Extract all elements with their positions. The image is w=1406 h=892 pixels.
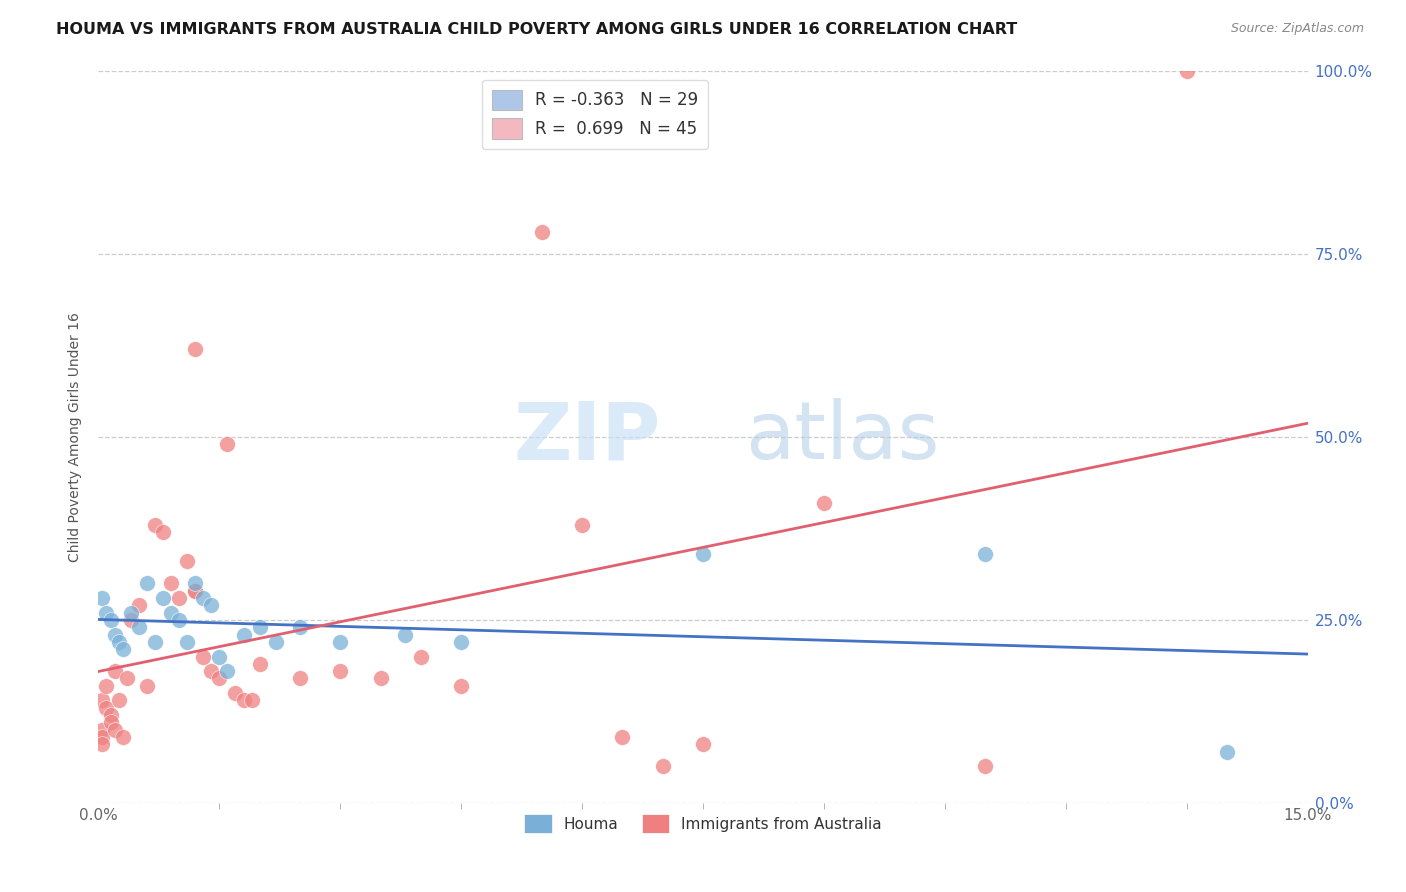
Point [692, 547, 714, 561]
Point [91, 737, 114, 751]
Text: atlas: atlas [745, 398, 939, 476]
Point [167, 591, 190, 605]
Point [115, 672, 138, 686]
Point [813, 496, 835, 510]
Point [240, 693, 263, 707]
Point [176, 635, 198, 649]
Point [128, 620, 150, 634]
Point [264, 635, 287, 649]
Point [217, 664, 239, 678]
Point [450, 635, 472, 649]
Point [120, 606, 142, 620]
Point [103, 627, 125, 641]
Legend: Houma, Immigrants from Australia: Houma, Immigrants from Australia [517, 808, 889, 839]
Point [91, 693, 114, 707]
Point [651, 759, 673, 773]
Point [100, 708, 122, 723]
Point [232, 627, 254, 641]
Point [193, 591, 215, 605]
Point [111, 642, 134, 657]
Point [103, 664, 125, 678]
Point [143, 635, 166, 649]
Point [450, 679, 472, 693]
Point [288, 620, 311, 634]
Point [176, 554, 198, 568]
Point [167, 613, 190, 627]
Point [96, 679, 118, 693]
Point [128, 599, 150, 613]
Point [135, 679, 157, 693]
Point [200, 664, 222, 678]
Point [91, 591, 114, 605]
Text: Source: ZipAtlas.com: Source: ZipAtlas.com [1230, 22, 1364, 36]
Point [394, 627, 416, 641]
Point [184, 343, 207, 357]
Point [152, 591, 174, 605]
Point [184, 583, 207, 598]
Point [107, 693, 129, 707]
Point [974, 547, 997, 561]
Point [974, 759, 997, 773]
Point [91, 723, 114, 737]
Point [224, 686, 246, 700]
Point [184, 576, 207, 591]
Point [91, 730, 114, 744]
Text: ZIP: ZIP [513, 398, 661, 476]
Point [1216, 745, 1239, 759]
Point [370, 672, 392, 686]
Point [143, 517, 166, 532]
Point [530, 225, 553, 239]
Text: HOUMA VS IMMIGRANTS FROM AUSTRALIA CHILD POVERTY AMONG GIRLS UNDER 16 CORRELATIO: HOUMA VS IMMIGRANTS FROM AUSTRALIA CHILD… [56, 22, 1018, 37]
Point [217, 437, 239, 451]
Point [249, 620, 271, 634]
Point [1175, 64, 1198, 78]
Point [120, 613, 142, 627]
Point [288, 672, 311, 686]
Point [100, 613, 122, 627]
Point [103, 723, 125, 737]
Point [200, 599, 222, 613]
Point [329, 664, 352, 678]
Point [184, 583, 207, 598]
Point [111, 730, 134, 744]
Point [96, 606, 118, 620]
Point [409, 649, 432, 664]
Point [208, 672, 231, 686]
Point [208, 649, 231, 664]
Point [160, 606, 183, 620]
Point [612, 730, 634, 744]
Point [571, 517, 593, 532]
Point [100, 715, 122, 730]
Point [107, 635, 129, 649]
Y-axis label: Child Poverty Among Girls Under 16: Child Poverty Among Girls Under 16 [69, 312, 83, 562]
Point [160, 576, 183, 591]
Point [249, 657, 271, 671]
Point [152, 525, 174, 540]
Point [232, 693, 254, 707]
Point [329, 635, 352, 649]
Point [135, 576, 157, 591]
Point [96, 700, 118, 714]
Point [692, 737, 714, 751]
Point [193, 649, 215, 664]
